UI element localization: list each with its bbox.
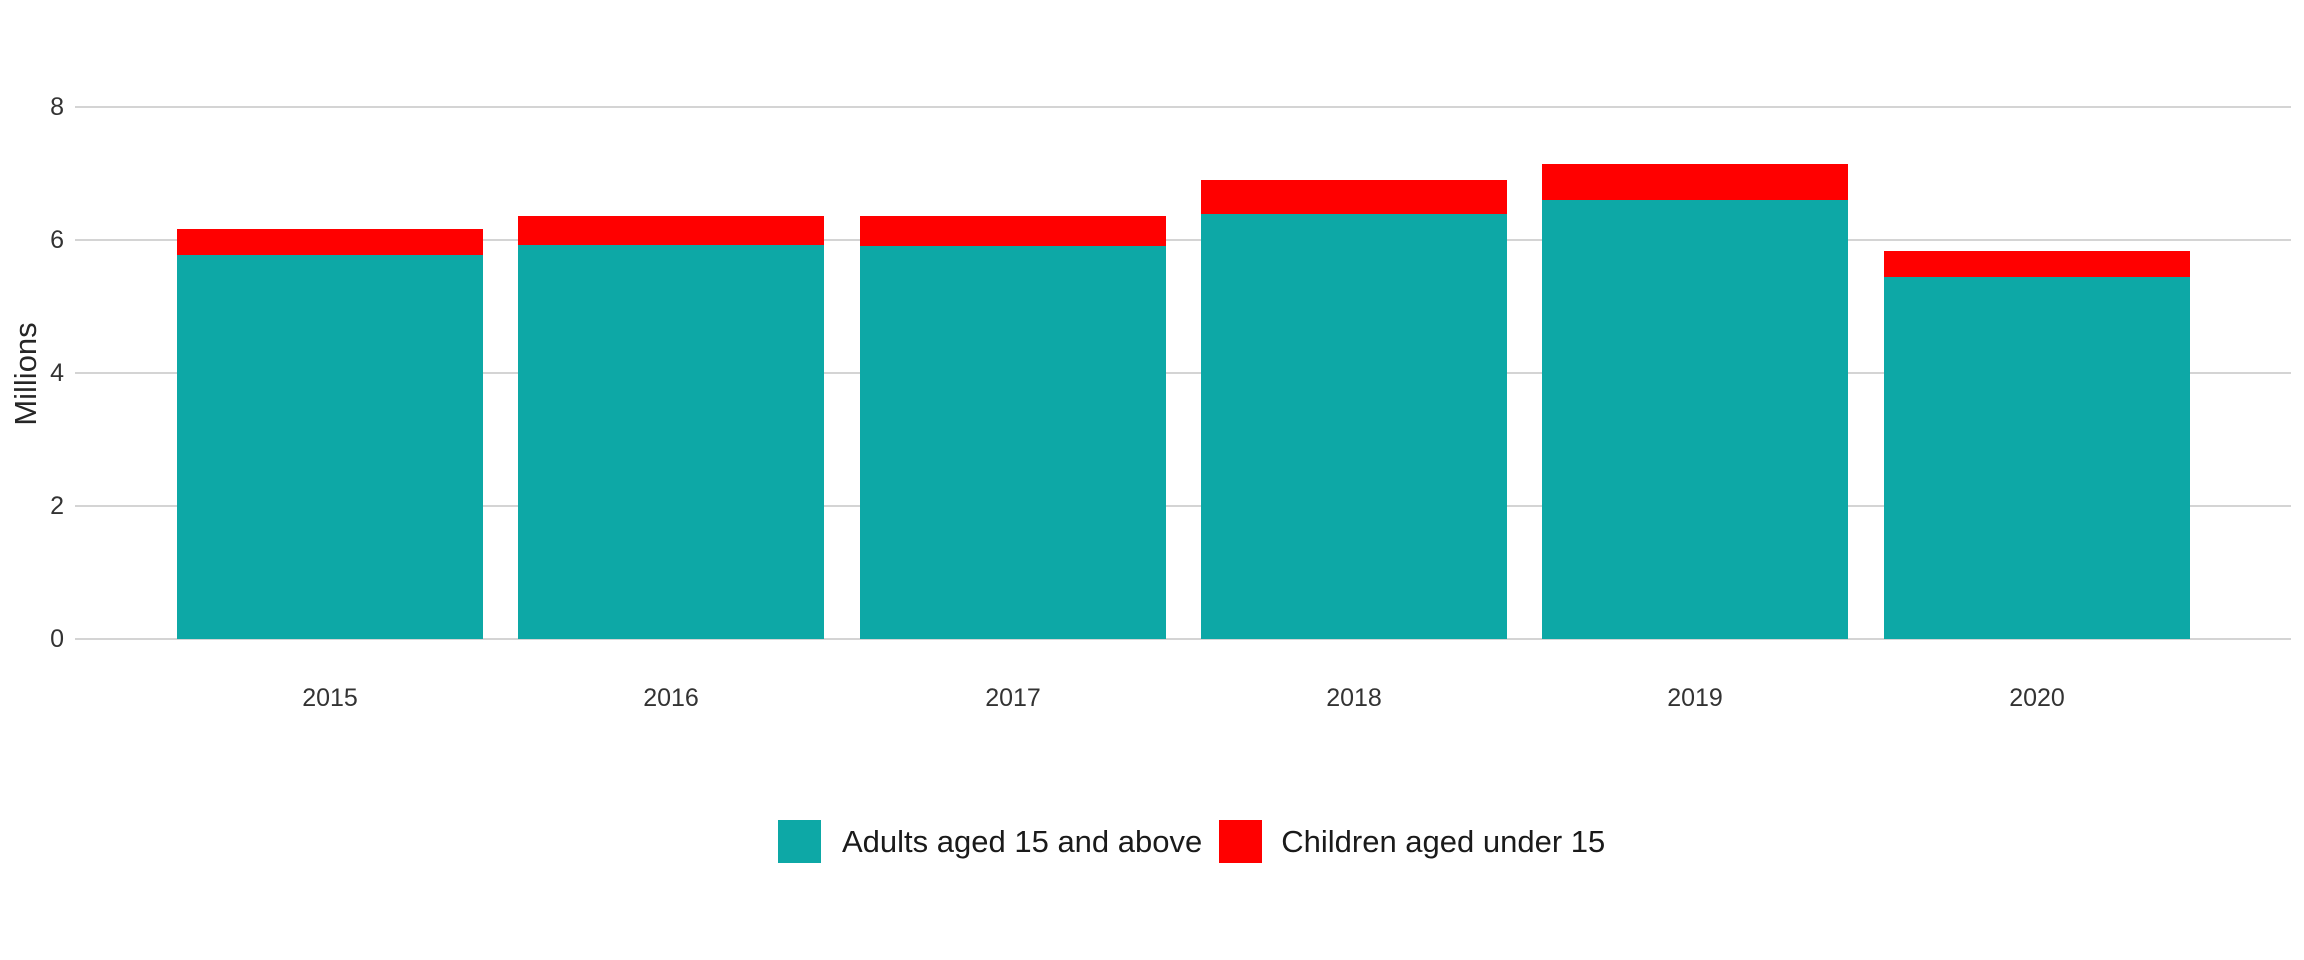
bar-2016-children[interactable] (518, 215, 824, 245)
bar-2018-children[interactable] (1201, 179, 1507, 214)
y-axis-title: Millions (8, 322, 43, 426)
y-tick-label-6: 6 (50, 226, 64, 255)
gridline-2 (75, 505, 2291, 508)
gridline-0 (75, 638, 2291, 640)
plot-area: 0 2 4 6 8 2015 2016 2017 2018 2019 2020 (50, 93, 2291, 712)
bar-2015-adults[interactable] (177, 254, 483, 639)
bar-2016-adults[interactable] (518, 244, 824, 639)
x-tick-label-2020: 2020 (2009, 684, 2065, 712)
legend: Adults aged 15 and above Children aged u… (778, 820, 1605, 863)
x-tick-label-2015: 2015 (302, 684, 358, 712)
bar-2019-children[interactable] (1542, 163, 1848, 200)
bar-2017-children[interactable] (860, 216, 1166, 246)
legend-item-children[interactable]: Children aged under 15 (1219, 820, 1605, 863)
bar-2020-adults[interactable] (1884, 276, 2190, 639)
x-tick-label-2018: 2018 (1326, 684, 1382, 712)
bar-2019-adults[interactable] (1542, 199, 1848, 639)
legend-swatch-children-icon (1219, 820, 1263, 863)
bar-2015-children[interactable] (177, 229, 483, 255)
x-tick-label-2016: 2016 (643, 684, 699, 712)
legend-label-adults: Adults aged 15 and above (842, 823, 1203, 859)
legend-swatch-adults-icon (778, 820, 821, 863)
gridline-8 (75, 106, 2291, 109)
bar-2020-children[interactable] (1884, 250, 2190, 277)
gridline-6 (75, 239, 2291, 242)
y-tick-label-8: 8 (50, 93, 64, 122)
legend-item-adults[interactable]: Adults aged 15 and above (778, 820, 1202, 863)
x-tick-label-2019: 2019 (1667, 684, 1723, 712)
bar-2018-adults[interactable] (1201, 213, 1507, 639)
y-tick-label-2: 2 (50, 492, 64, 521)
y-tick-label-0: 0 (50, 625, 64, 653)
bar-2017-adults[interactable] (860, 245, 1166, 639)
legend-label-children: Children aged under 15 (1281, 823, 1606, 859)
x-tick-label-2017: 2017 (985, 684, 1041, 712)
y-tick-label-4: 4 (50, 359, 64, 388)
gridline-4 (75, 372, 2291, 375)
